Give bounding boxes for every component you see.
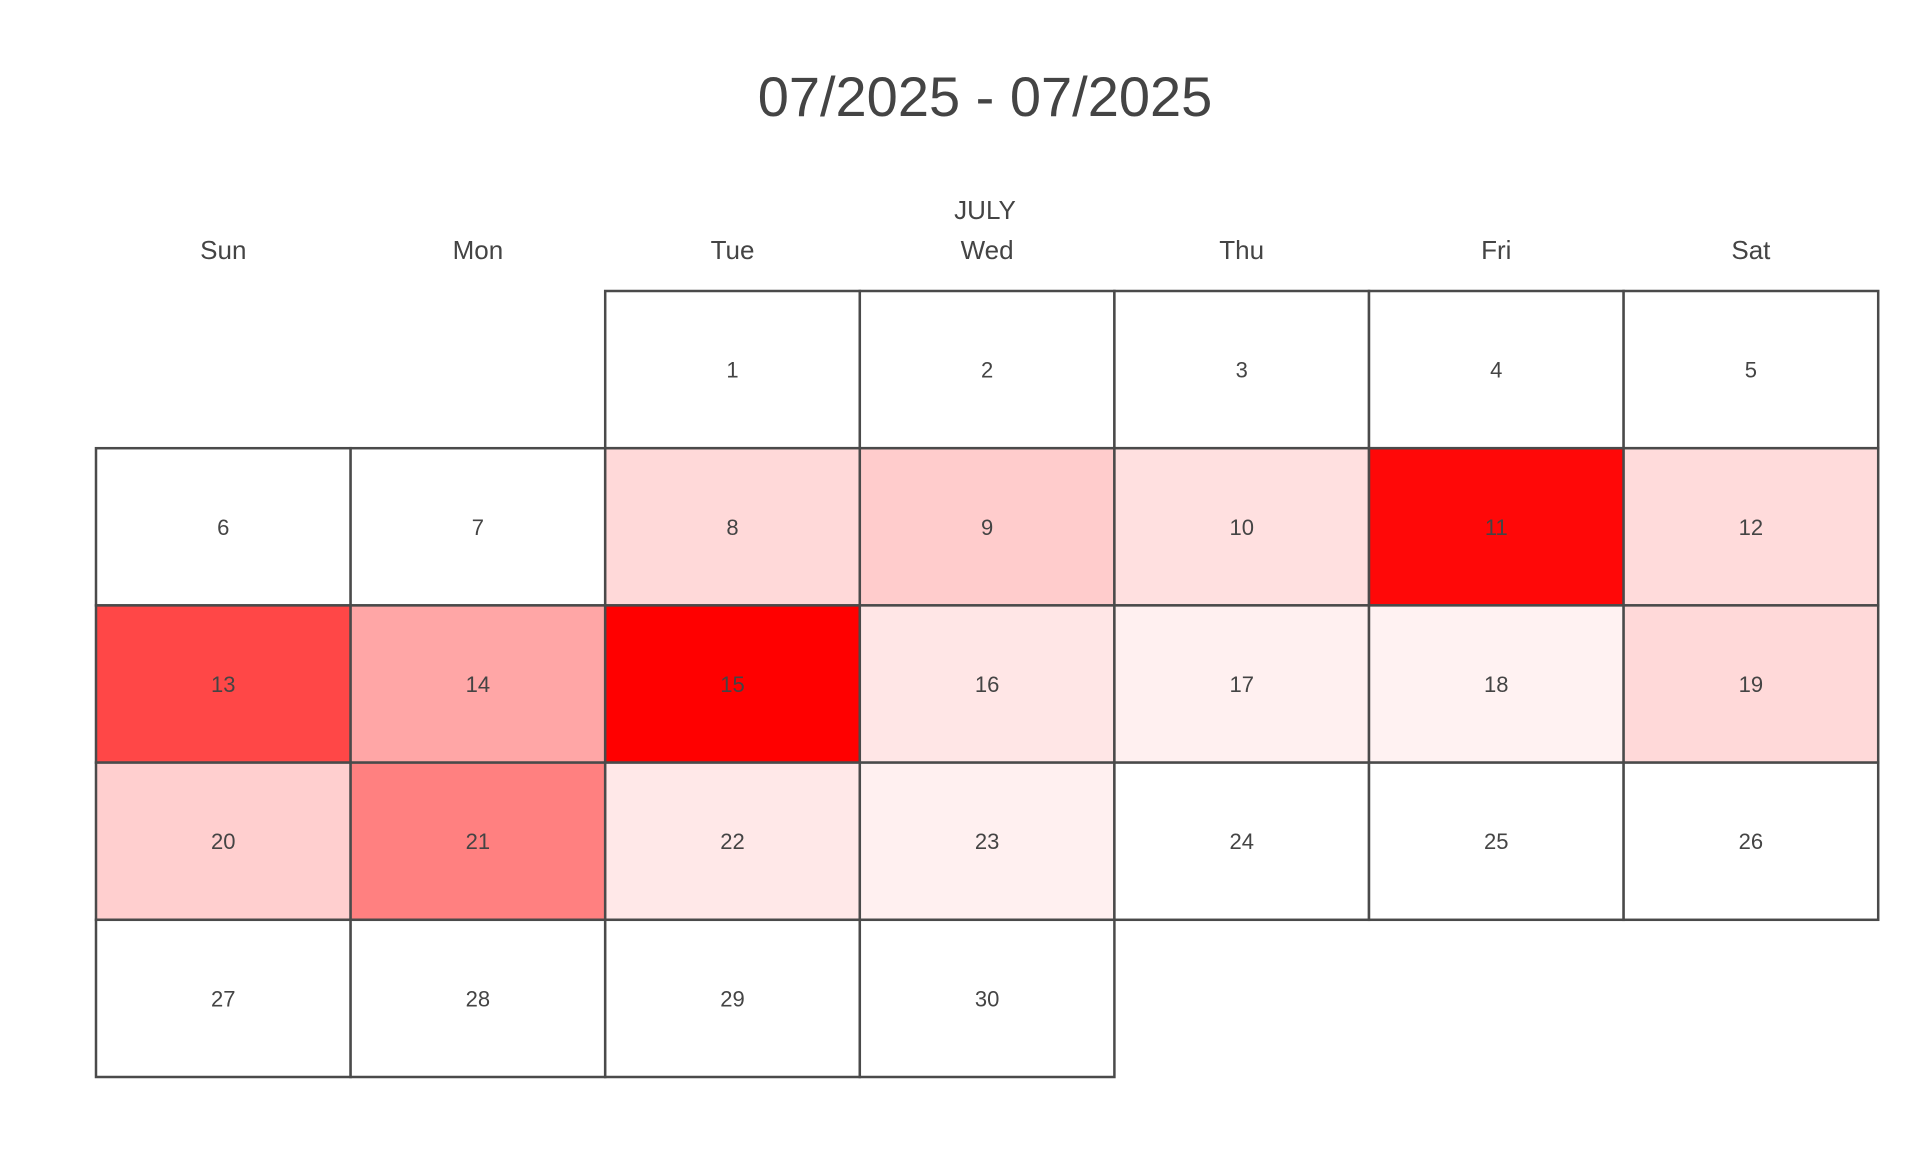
day-label-21: 21 — [466, 829, 490, 854]
day-label-17: 17 — [1229, 672, 1253, 697]
day-label-6: 6 — [217, 515, 229, 540]
day-cell-17 — [1113, 604, 1371, 764]
day-label-12: 12 — [1739, 515, 1763, 540]
day-cell-11 — [1367, 446, 1625, 607]
weekday-header-row: Sun Mon Tue Wed Thu Fri Sat — [200, 235, 1771, 265]
day-label-11: 11 — [1485, 515, 1508, 540]
chart-title: 07/2025 - 07/2025 — [757, 65, 1213, 128]
day-label-2: 2 — [981, 358, 993, 383]
day-label-22: 22 — [720, 829, 744, 854]
day-cell-19 — [1622, 604, 1880, 764]
weekday-label-sat: Sat — [1731, 235, 1771, 265]
weekday-label-wed: Wed — [961, 235, 1014, 265]
day-cell-21 — [349, 761, 607, 922]
month-label: JULY — [954, 195, 1016, 225]
day-cell-30 — [858, 918, 1116, 1079]
weekday-label-fri: Fri — [1481, 235, 1511, 265]
day-label-19: 19 — [1739, 672, 1763, 697]
day-cell-27 — [94, 918, 352, 1079]
day-label-20: 20 — [211, 829, 235, 854]
day-label-3: 3 — [1236, 358, 1248, 383]
weekday-label-thu: Thu — [1219, 235, 1264, 265]
day-label-14: 14 — [466, 672, 490, 697]
weekday-label-mon: Mon — [453, 235, 504, 265]
day-cell-8 — [603, 446, 862, 607]
day-cell-24 — [1113, 761, 1371, 922]
day-cell-18 — [1367, 604, 1625, 764]
day-label-9: 9 — [981, 515, 993, 540]
day-cell-6 — [94, 446, 352, 607]
day-cell-10 — [1113, 446, 1371, 607]
weekday-label-sun: Sun — [200, 235, 246, 265]
day-cell-28 — [349, 918, 607, 1079]
day-cell-26 — [1622, 761, 1880, 922]
day-cell-29 — [603, 918, 862, 1079]
day-cells — [94, 289, 1880, 1079]
day-label-23: 23 — [975, 829, 999, 854]
day-cell-4 — [1367, 289, 1625, 450]
day-label-25: 25 — [1484, 829, 1508, 854]
day-label-8: 8 — [726, 515, 738, 540]
day-label-1: 1 — [726, 358, 738, 383]
day-cell-7 — [349, 446, 607, 607]
day-cell-5 — [1622, 289, 1880, 450]
day-cell-13 — [94, 604, 352, 764]
day-cell-14 — [349, 604, 607, 764]
day-label-18: 18 — [1484, 672, 1508, 697]
day-label-27: 27 — [211, 986, 235, 1011]
day-label-28: 28 — [466, 986, 490, 1011]
day-label-5: 5 — [1745, 358, 1757, 383]
day-cell-12 — [1622, 446, 1880, 607]
day-label-13: 13 — [211, 672, 235, 697]
day-label-29: 29 — [720, 986, 744, 1011]
day-label-30: 30 — [975, 986, 999, 1011]
day-label-16: 16 — [975, 672, 999, 697]
day-label-24: 24 — [1229, 829, 1253, 854]
day-label-15: 15 — [720, 672, 744, 697]
day-label-7: 7 — [472, 515, 484, 540]
day-label-26: 26 — [1739, 829, 1763, 854]
weekday-label-tue: Tue — [711, 235, 755, 265]
day-cell-23 — [858, 761, 1116, 922]
day-label-10: 10 — [1229, 515, 1253, 540]
day-label-4: 4 — [1490, 358, 1502, 383]
